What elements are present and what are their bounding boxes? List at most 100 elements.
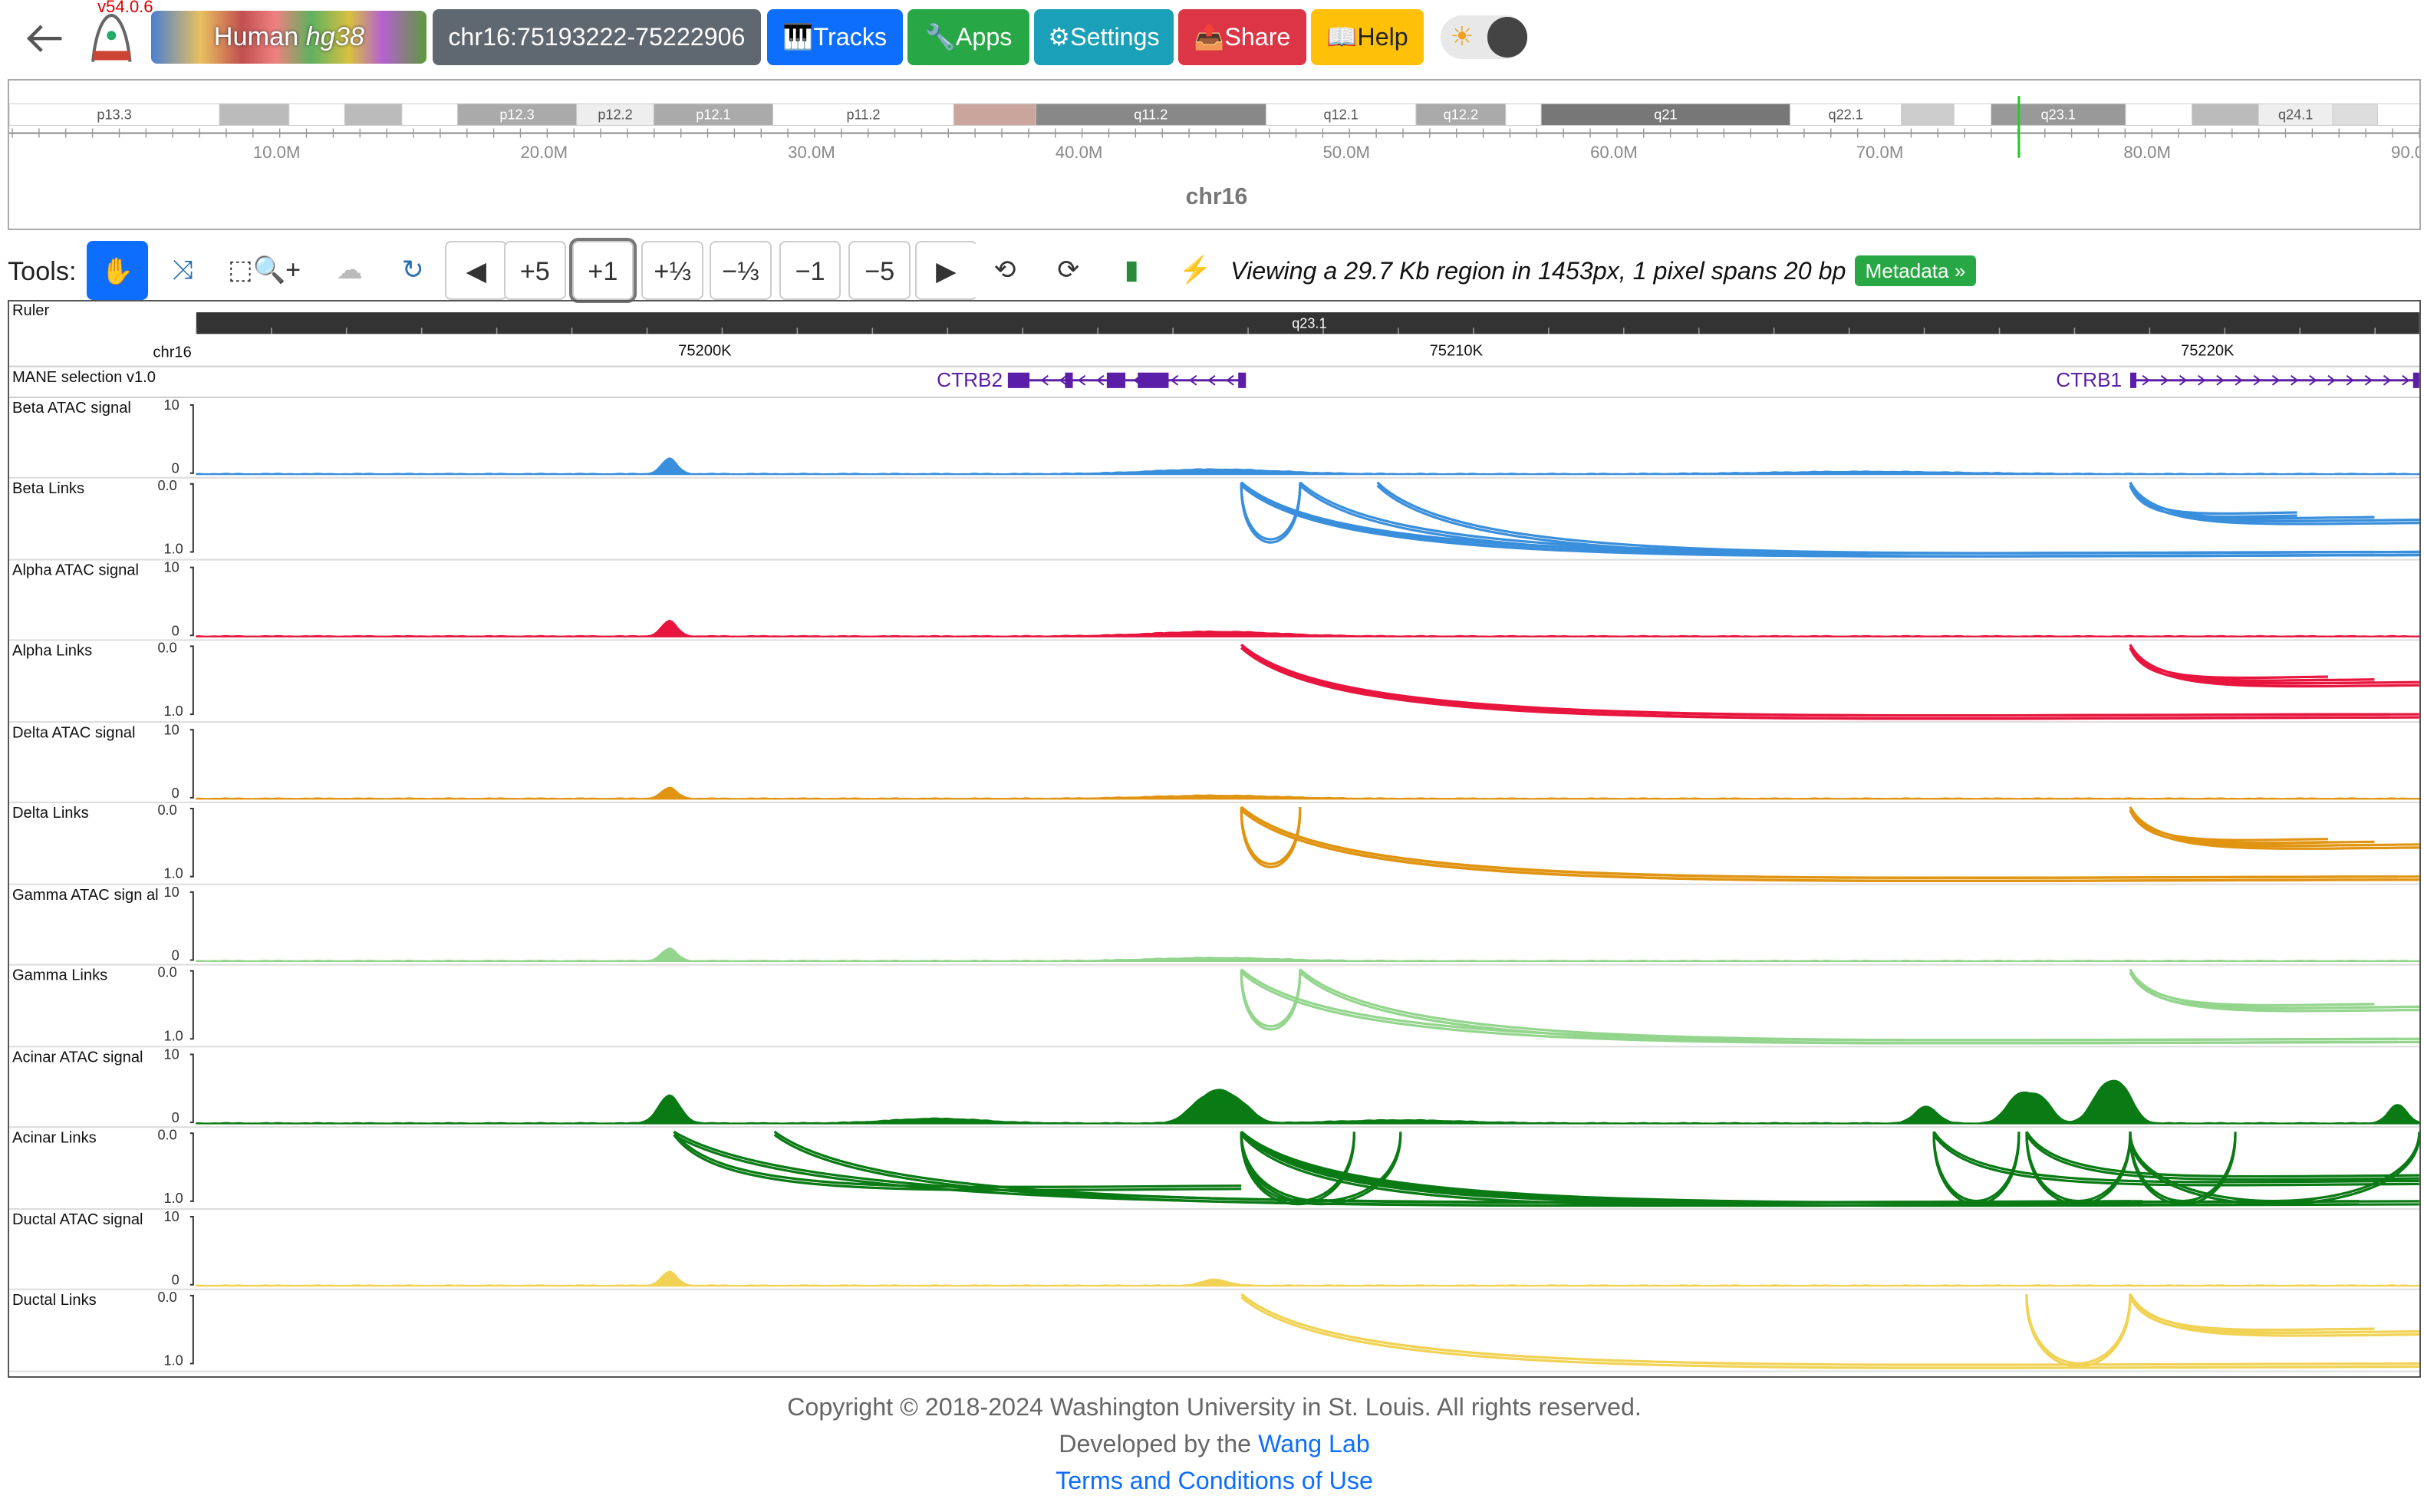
ideogram-tick-label: 50.0M	[1323, 143, 1371, 162]
signal-track-label: Alpha ATAC signal	[12, 562, 139, 579]
reload-track-button[interactable]: ↻	[381, 241, 444, 300]
zoom-in-third-button[interactable]: −⅓	[710, 241, 772, 300]
copyright-text: Copyright © 2018-2024 Washington Univers…	[787, 1392, 1642, 1421]
signal-area	[196, 1079, 2419, 1125]
signal-track-label: Acinar ATAC signal	[12, 1049, 143, 1066]
signal-track-label: Delta ATAC signal	[12, 724, 135, 741]
ruler-tick-label: 75200K	[678, 342, 732, 359]
sun-icon: ☀	[1450, 22, 1474, 52]
undo-button[interactable]: ⟲	[973, 241, 1036, 300]
links-arcs	[1240, 968, 2419, 1045]
ideogram-tick-label: 10.0M	[253, 143, 301, 162]
redo-icon: ⟳	[1057, 255, 1079, 285]
chromosome-ideogram[interactable]: p13.3 p12.3 p12.2 p12.1 p11.2 q11.2 q12.1 q12.2…	[8, 78, 2421, 231]
genome-selector[interactable]: Human hg38	[151, 11, 427, 64]
ideogram-band-label: q12.2	[1444, 107, 1478, 122]
links-track-label: Gamma Links	[12, 967, 107, 984]
metadata-button[interactable]: Metadata »	[1855, 255, 1976, 286]
links-top: 0.0	[158, 1127, 177, 1142]
tracks-button[interactable]: 🎹Tracks	[766, 9, 903, 65]
signal-track-label: Beta ATAC signal	[12, 400, 131, 417]
links-track-label: Beta Links	[12, 480, 84, 497]
gene-label-ctrb2[interactable]: CTRB2	[937, 368, 1003, 391]
ideogram-band-label: p12.1	[696, 107, 730, 122]
signal-min: 0	[172, 786, 179, 801]
zoom-in-1-button[interactable]: −1	[779, 241, 841, 300]
wang-lab-link[interactable]: Wang Lab	[1258, 1430, 1370, 1458]
zoom-out-5-button[interactable]: +5	[503, 241, 566, 300]
signal-area	[196, 457, 2419, 476]
links-bottom: 1.0	[164, 703, 183, 719]
ideogram-tick-label: 60.0M	[1590, 143, 1638, 162]
shuffle-icon: ⤨	[172, 255, 193, 285]
ideogram-tick-label: 20.0M	[521, 143, 568, 162]
signal-min: 0	[172, 1110, 179, 1125]
drag-tool-button[interactable]: ✋	[86, 241, 149, 300]
ideogram-band-label: p12.3	[499, 107, 534, 122]
tools-label: Tools:	[8, 256, 77, 286]
terms-link[interactable]: Terms and Conditions of Use	[1056, 1467, 1373, 1495]
share-button[interactable]: 📤Share	[1177, 9, 1306, 65]
signal-max: 10	[164, 560, 179, 575]
signal-min: 0	[172, 947, 179, 963]
settings-button[interactable]: ⚙Settings	[1034, 9, 1174, 65]
gene-label-ctrb1[interactable]: CTRB1	[2056, 368, 2122, 391]
back-arrow-icon[interactable]	[21, 18, 68, 58]
ideogram-tick-label: 80.0M	[2123, 143, 2171, 162]
apps-button[interactable]: 🔧Apps	[907, 9, 1030, 65]
triangle-right-icon: ▶	[936, 257, 957, 287]
footer: Copyright © 2018-2024 Washington Univers…	[0, 1388, 2424, 1500]
refresh-icon: ↻	[401, 255, 424, 285]
signal-track-label: Ductal ATAC signal	[12, 1211, 143, 1228]
ideogram-tick-label: 90.0M	[2391, 143, 2421, 162]
pan-left-button[interactable]: ◀	[445, 241, 508, 300]
genome-species: Human	[213, 22, 299, 52]
signal-max: 10	[164, 397, 179, 413]
reorder-tool-button[interactable]: ⤨	[151, 241, 214, 300]
links-bottom: 1.0	[164, 541, 183, 556]
signal-max: 10	[164, 722, 179, 737]
signal-area	[196, 619, 2419, 637]
ideogram-band-label: p13.3	[97, 107, 131, 122]
links-bottom: 1.0	[164, 1191, 183, 1206]
signal-max: 10	[164, 1209, 179, 1224]
links-arcs	[1240, 1293, 2419, 1369]
ideogram-tick-label: 30.0M	[788, 143, 835, 162]
cloud-icon: ☁	[336, 255, 363, 285]
hand-icon: ✋	[100, 257, 134, 287]
links-top: 0.0	[158, 478, 177, 493]
theme-toggle[interactable]: ☀	[1441, 15, 1528, 59]
history-button[interactable]: ▮	[1100, 241, 1163, 300]
signal-track-label: Gamma ATAC sign al	[12, 887, 159, 904]
ruler-tick-label: 75210K	[1430, 342, 1484, 359]
ideogram-band-label: q22.1	[1829, 107, 1863, 122]
triangle-left-icon: ◀	[466, 257, 486, 287]
zoom-out-1-button[interactable]: +1	[571, 241, 634, 300]
links-arcs	[1240, 805, 2419, 882]
links-arcs	[1240, 481, 2419, 558]
highlight-button[interactable]: ☁	[318, 241, 380, 300]
ideogram-tick-label: 70.0M	[1856, 143, 1904, 162]
ideogram-band-label: q12.1	[1324, 107, 1359, 122]
zoom-select-button[interactable]: ⬚🔍+	[226, 241, 303, 300]
zoom-in-5-button[interactable]: −5	[848, 241, 911, 300]
redo-button[interactable]: ⟳	[1037, 241, 1099, 300]
ideogram-svg: p13.3 p12.3 p12.2 p12.1 p11.2 q11.2 q12.1 q12.2…	[9, 95, 2421, 209]
signal-area	[196, 786, 2419, 800]
ruler-band: q23.1	[1292, 315, 1326, 331]
links-track-label: Delta Links	[12, 805, 89, 822]
coordinate-button[interactable]: chr16:75193222-75222906	[433, 9, 761, 65]
ideogram-band-label: q11.2	[1134, 107, 1168, 122]
pan-right-button[interactable]: ▶	[915, 241, 977, 300]
help-button[interactable]: 📖Help	[1310, 9, 1424, 65]
track-container[interactable]: Ruler q23.1 chr16 75200K 75210K 75220K M…	[8, 299, 2421, 1378]
zoom-out-third-button[interactable]: +⅓	[641, 241, 703, 300]
ideogram-band-label: q24.1	[2278, 107, 2313, 122]
toolbar: Tools: ✋ ⤨ ⬚🔍+ ☁ ↻ ◀ +5 +1 +⅓ −⅓ −1 −5 ▶…	[0, 241, 2424, 303]
signal-min: 0	[172, 1273, 179, 1288]
links-bottom: 1.0	[164, 866, 183, 881]
app-logo[interactable]	[84, 9, 140, 65]
signal-min: 0	[172, 623, 179, 638]
ruler-label: Ruler	[12, 302, 49, 319]
live-button[interactable]: ⚡	[1164, 241, 1227, 300]
